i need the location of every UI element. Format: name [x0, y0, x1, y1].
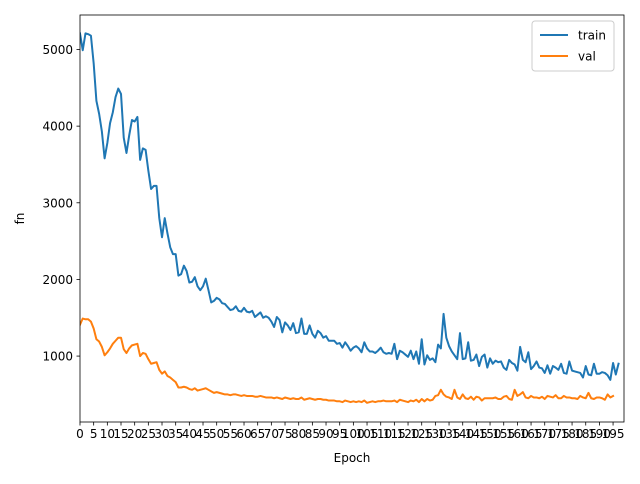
- x-tick-label: 140: [451, 427, 474, 441]
- x-tick-label: 50: [209, 427, 224, 441]
- axes-layer: 0 5 10152025303540455055606570758085909510…: [13, 14, 625, 465]
- x-tick-label: 60: [236, 427, 251, 441]
- x-tick-label: 160: [506, 427, 529, 441]
- x-tick-label: 70: [264, 427, 279, 441]
- x-axis-label: Epoch: [334, 451, 371, 465]
- x-tick-label: 120: [397, 427, 420, 441]
- x-tick-label: 35: [168, 427, 183, 441]
- x-tick-label: 125: [410, 427, 433, 441]
- x-tick-label: 5: [90, 427, 98, 441]
- x-tick-label: 185: [574, 427, 597, 441]
- y-tick-label: 1000: [42, 350, 73, 364]
- x-tick-label: 195: [602, 427, 625, 441]
- x-tick-label: 90: [318, 427, 333, 441]
- series-line-val: [80, 317, 615, 404]
- x-tick-label: 110: [369, 427, 392, 441]
- legend-label-train: train: [578, 29, 606, 43]
- x-tick-label: 130: [424, 427, 447, 441]
- plot-frame: [79, 14, 625, 423]
- x-tick-label: 85: [305, 427, 320, 441]
- y-tick-label: 5000: [42, 43, 73, 57]
- x-tick-label: 165: [520, 427, 543, 441]
- x-tick-label: 30: [154, 427, 169, 441]
- x-tick-label: 115: [383, 427, 406, 441]
- legend-box: [531, 20, 615, 72]
- y-tick-label: 3000: [42, 196, 73, 210]
- legend: train val: [531, 20, 615, 72]
- x-tick-label: 135: [438, 427, 461, 441]
- x-tick-label: 40: [182, 427, 197, 441]
- series-line-train: [80, 32, 620, 381]
- x-tick-label: 15: [113, 427, 128, 441]
- x-tick-label: 95: [332, 427, 347, 441]
- x-tick-label: 100: [342, 427, 365, 441]
- x-tick-label: 190: [588, 427, 611, 441]
- x-tick-label: 150: [479, 427, 502, 441]
- y-tick-label: 2000: [42, 273, 73, 287]
- x-tick-label: 20: [127, 427, 142, 441]
- x-tick-label: 170: [533, 427, 556, 441]
- x-tick-label: 55: [223, 427, 238, 441]
- x-tick-label: 105: [356, 427, 379, 441]
- x-tick-label: 75: [277, 427, 292, 441]
- series-layer: [80, 32, 620, 404]
- x-tick-label: 0: [76, 427, 84, 441]
- x-tick-label: 180: [561, 427, 584, 441]
- x-tick-label: 145: [465, 427, 488, 441]
- y-tick-label: 4000: [42, 120, 73, 134]
- x-tick-label: 175: [547, 427, 570, 441]
- x-tick-label: 45: [195, 427, 210, 441]
- x-tick-label: 10: [100, 427, 115, 441]
- x-tick-label: 65: [250, 427, 265, 441]
- x-tick-label: 80: [291, 427, 306, 441]
- y-axis-label: fn: [13, 213, 27, 225]
- x-tick-label: 25: [141, 427, 156, 441]
- legend-label-val: val: [578, 50, 596, 64]
- x-tick-label: 155: [492, 427, 515, 441]
